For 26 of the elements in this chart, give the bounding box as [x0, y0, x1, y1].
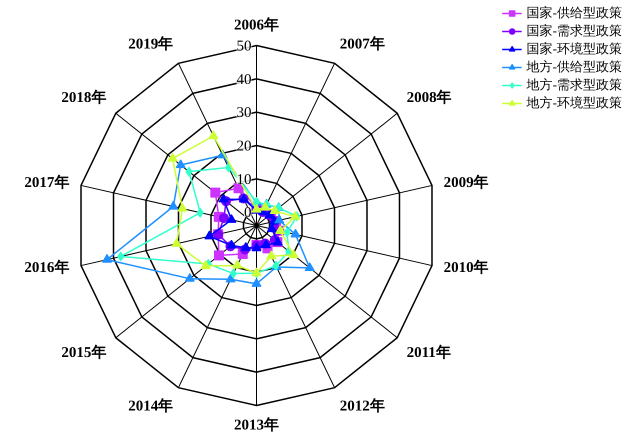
spoke-label: 2011年 — [406, 344, 451, 362]
spoke-label: 2014年 — [128, 397, 174, 414]
spoke-label: 2017年 — [24, 174, 70, 191]
y-tick-label: 10 — [236, 172, 252, 188]
spoke-label: 2019年 — [128, 36, 174, 53]
y-tick-label: 30 — [236, 105, 252, 122]
legend-label: 国家-需求型政策 — [526, 22, 622, 40]
y-tick-label: 20 — [236, 138, 252, 154]
y-tick-label: 0 — [244, 205, 252, 222]
legend-label: 国家-环境型政策 — [526, 40, 622, 58]
spoke-label: 2013年 — [234, 416, 279, 433]
legend-label: 国家-供给型政策 — [526, 4, 622, 22]
spoke-label: 2010年 — [444, 259, 489, 276]
legend-label: 地方-供给型政策 — [526, 58, 622, 76]
spoke-label: 2016年 — [24, 259, 70, 276]
y-tick-label: 50 — [236, 38, 252, 54]
y-tick-label: 40 — [236, 72, 252, 88]
spoke-label: 2006年 — [234, 16, 279, 34]
spoke-label: 2018年 — [61, 88, 106, 106]
legend-label: 地方-需求型政策 — [526, 76, 622, 94]
spoke-label: 2007年 — [340, 36, 385, 53]
spoke-label: 2012年 — [340, 397, 385, 414]
spoke-label: 2009年 — [444, 174, 489, 191]
spoke-label: 2008年 — [406, 88, 452, 106]
spoke-label: 2015年 — [61, 344, 106, 362]
legend-label: 地方-环境型政策 — [526, 94, 622, 112]
